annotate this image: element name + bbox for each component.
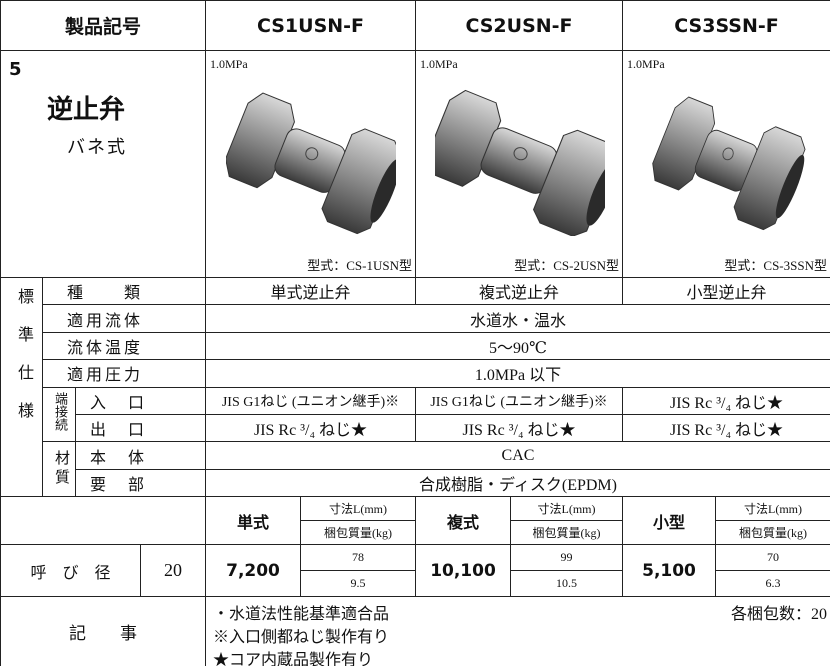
size-type: 小型 [623,497,716,545]
product-code: CS2USN-F [416,1,623,51]
product-photo [652,96,806,231]
spec-label: 入 口 [76,387,206,415]
spec-value: JIS Rc ³/₄ ねじ★ [623,388,830,415]
spec-value: 水道水・温水 [206,305,830,333]
spec-value: 小型逆止弁 [623,278,830,306]
image-cell [416,51,623,278]
weight-label: 梱包質量(kg) [301,521,416,545]
item-name: 逆止弁 [47,95,126,125]
dim-label: 寸法L(mm) [716,497,830,522]
product-photo [226,92,396,235]
dim-label: 寸法L(mm) [511,497,623,522]
note-line: ※入口側都ねじ製作有り [213,629,390,646]
model: 型式：CS-2USN型 [514,258,619,273]
product-code: CS3SSN-F [623,1,830,51]
group-label: 標準仕様 [15,288,32,440]
weight-label: 梱包質量(kg) [511,521,623,545]
weight-value: 6.3 [716,571,830,597]
weight-label: 梱包質量(kg) [716,521,830,545]
group-cell [1,278,43,498]
size-type: 複式 [416,497,511,545]
spec-label: 要 部 [76,469,206,498]
item-number: 5 [9,59,22,80]
pressure: 1.0MPa [210,57,248,71]
spec-label: 流体温度 [43,332,206,361]
image-cell [206,51,416,278]
size-label: 呼 び 径 [1,545,141,597]
spec-label: 種 類 [43,278,206,306]
spec-value: 1.0MPa 以下 [206,360,830,388]
size-type: 単式 [206,497,301,545]
note-line: ・水道法性能基準適合品 [213,606,390,623]
pressure: 1.0MPa [627,57,665,71]
dim-value: 78 [301,545,416,571]
dim-label: 寸法L(mm) [301,497,416,522]
spec-label: 本 体 [76,442,206,470]
spec-value: JIS G1ねじ (ユニオン継手)※ [206,387,416,415]
quantity: 5,100 [623,545,716,597]
subgroup-cell [43,387,76,443]
subgroup-cell [43,442,76,498]
weight-value: 10.5 [511,571,623,597]
product-code: CS1USN-F [206,1,416,51]
spec-value: JIS Rc ³/₄ ねじ★ [623,415,830,443]
subgroup-label: 端接続 [53,391,68,431]
note-line: ★コア内蔵品製作有り [213,652,374,666]
dim-value: 70 [716,545,830,571]
quantity: 10,100 [416,545,511,597]
size-head-blank [1,497,206,545]
intro-cell [1,51,206,278]
spec-value: 単式逆止弁 [206,278,416,306]
image-cell [623,51,830,278]
dim-value: 99 [511,545,623,571]
weight-value: 9.5 [301,571,416,597]
model: 型式：CS-3SSN型 [724,258,827,273]
notes-label: 記 事 [1,597,206,666]
spec-value: 合成樹脂・ディスク(EPDM) [206,470,830,498]
spec-label: 適用圧力 [43,360,206,388]
quantity: 7,200 [206,545,301,597]
spec-value: JIS Rc ³/₄ ねじ★ [416,415,623,443]
size-nominal: 20 [141,545,206,597]
spec-value: CAC [206,442,830,470]
spec-value: 複式逆止弁 [416,278,623,306]
spec-value: JIS G1ねじ (ユニオン継手)※ [416,387,623,415]
spec-value: JIS Rc ³/₄ ねじ★ [206,415,416,443]
pressure: 1.0MPa [420,57,458,71]
spec-value: 5〜90℃ [206,333,830,361]
header-cell: 製品記号 [1,1,206,51]
product-photo [434,89,605,236]
model: 型式：CS-1USN型 [307,258,412,273]
spec-label: 出 口 [76,415,206,443]
item-subtitle: バネ式 [67,137,127,158]
spec-label: 適用流体 [43,305,206,333]
subgroup-label: 材質 [53,450,69,489]
note-count: 各梱包数：20 [730,606,827,623]
